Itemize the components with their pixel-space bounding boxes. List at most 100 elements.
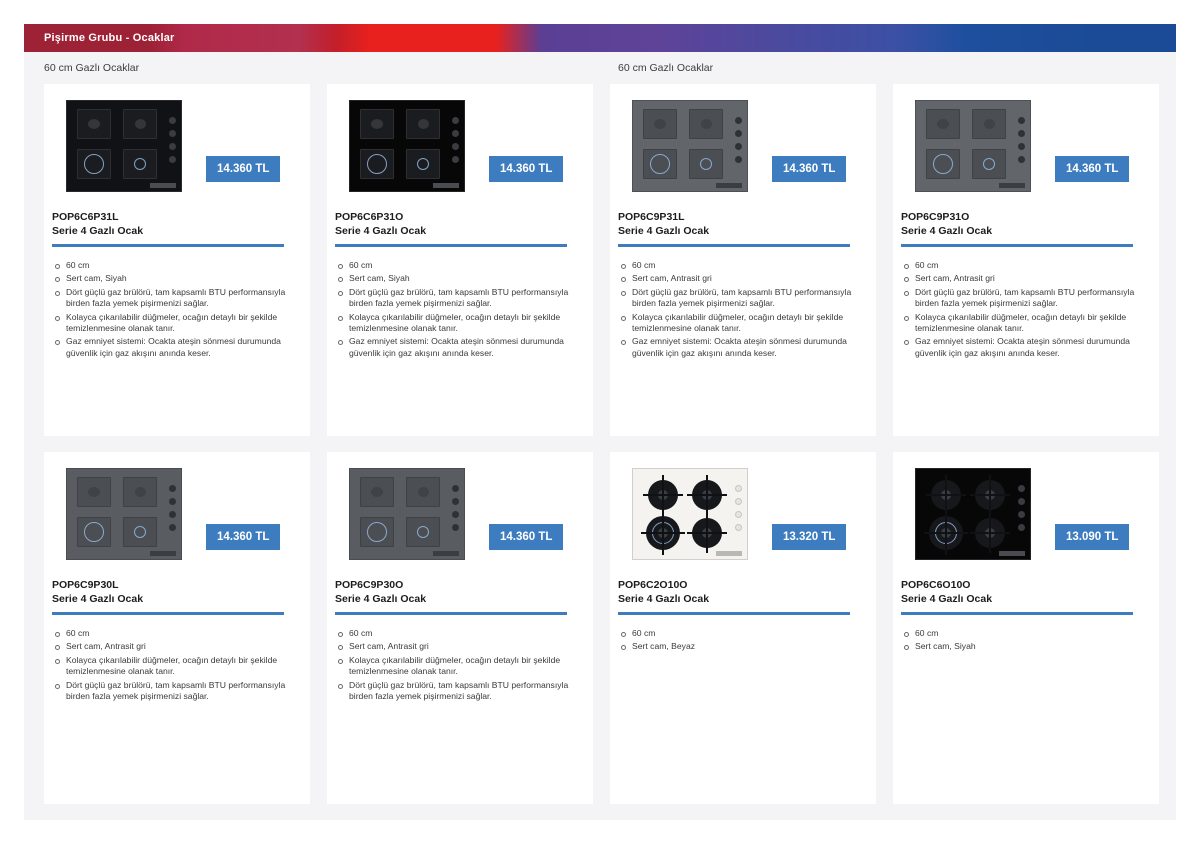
- product-card[interactable]: 14.360 TL POP6C9P31O Serie 4 Gazlı Ocak …: [893, 84, 1159, 436]
- product-series: Serie 4 Gazlı Ocak: [52, 225, 144, 237]
- cooktop-illustration: [66, 100, 182, 192]
- feature-list: 60 cm Sert cam, Antrasit gri Kolayca çıkar…: [335, 628, 583, 704]
- feature-list: 60 cm Sert cam, Antrasit gri Dört güçlü ga…: [901, 260, 1149, 361]
- feature-item: Kolayca çıkarılabilir düğmeler, ocağın d…: [901, 312, 1149, 335]
- burner-cap: [937, 119, 949, 129]
- knob-icon: [169, 156, 176, 163]
- burner-flame-ring: [650, 154, 670, 174]
- product-titles: POP6C9P30O Serie 4 Gazlı Ocak: [335, 578, 585, 606]
- burner-flame-ring: [700, 158, 712, 170]
- feature-item: Dört güçlü gaz brülörü, tam kapsamlı BTU…: [52, 680, 300, 703]
- burner-flame-ring: [134, 526, 146, 538]
- burner-cap: [417, 487, 429, 497]
- product-series: Serie 4 Gazlı Ocak: [335, 225, 427, 237]
- knob-icon: [452, 485, 459, 492]
- burner-flame-ring: [417, 158, 429, 170]
- product-model: POP6C9P31O: [901, 211, 970, 223]
- feature-item: 60 cm: [52, 628, 300, 639]
- brand-logo: [433, 551, 459, 556]
- feature-item: Dört güçlü gaz brülörü, tam kapsamlı BTU…: [335, 680, 583, 703]
- brand-logo: [433, 183, 459, 188]
- section-label-right: 60 cm Gazlı Ocaklar: [618, 62, 714, 74]
- control-knobs: [1018, 117, 1025, 169]
- knob-icon: [452, 156, 459, 163]
- knob-icon: [452, 511, 459, 518]
- knob-icon: [169, 485, 176, 492]
- burner-cap: [371, 119, 383, 129]
- product-card[interactable]: 13.320 TL POP6C2O10O Serie 4 Gazlı Ocak …: [610, 452, 876, 804]
- feature-item: Kolayca çıkarılabilir düğmeler, ocağın d…: [52, 655, 300, 678]
- feature-item: 60 cm: [901, 260, 1149, 271]
- product-image: [632, 468, 748, 560]
- brand-logo: [716, 551, 742, 556]
- control-knobs: [452, 117, 459, 169]
- price-badge: 14.360 TL: [206, 524, 281, 550]
- product-card[interactable]: 14.360 TL POP6C6P31L Serie 4 Gazlı Ocak …: [44, 84, 310, 436]
- page-title: Pişirme Grubu - Ocaklar: [44, 32, 175, 44]
- product-titles: POP6C9P31O Serie 4 Gazlı Ocak: [901, 210, 1151, 238]
- burner-flame-ring: [933, 154, 953, 174]
- burner-flame-ring: [134, 158, 146, 170]
- cooktop-illustration: [915, 468, 1031, 560]
- title-divider: [618, 244, 850, 247]
- title-divider: [335, 612, 567, 615]
- title-divider: [52, 612, 284, 615]
- product-series: Serie 4 Gazlı Ocak: [901, 593, 993, 605]
- control-knobs: [735, 117, 742, 169]
- burner-flame-ring: [367, 522, 387, 542]
- product-card[interactable]: 14.360 TL POP6C6P31O Serie 4 Gazlı Ocak …: [327, 84, 593, 436]
- product-card[interactable]: 14.360 TL POP6C9P30L Serie 4 Gazlı Ocak …: [44, 452, 310, 804]
- product-model: POP6C9P31L: [618, 211, 685, 223]
- product-card[interactable]: 13.090 TL POP6C6O10O Serie 4 Gazlı Ocak …: [893, 452, 1159, 804]
- feature-item: Sert cam, Siyah: [52, 273, 300, 284]
- product-series: Serie 4 Gazlı Ocak: [52, 593, 144, 605]
- product-card[interactable]: 14.360 TL POP6C9P30O Serie 4 Gazlı Ocak …: [327, 452, 593, 804]
- product-grid: 14.360 TL POP6C6P31L Serie 4 Gazlı Ocak …: [44, 84, 1160, 804]
- feature-item: Kolayca çıkarılabilir düğmeler, ocağın d…: [335, 655, 583, 678]
- product-image: [915, 468, 1031, 560]
- content-area: Pişirme Grubu - Ocaklar 60 cm Gazlı Ocak…: [24, 24, 1176, 820]
- knob-icon: [735, 498, 742, 505]
- feature-item: 60 cm: [335, 260, 583, 271]
- product-image: [66, 100, 182, 192]
- price-badge: 14.360 TL: [489, 156, 564, 182]
- knob-icon: [735, 143, 742, 150]
- feature-item: Sert cam, Beyaz: [618, 641, 866, 652]
- knob-icon: [1018, 130, 1025, 137]
- control-knobs: [452, 485, 459, 537]
- knob-icon: [735, 130, 742, 137]
- burner-flame-ring: [84, 154, 104, 174]
- knob-icon: [1018, 511, 1025, 518]
- burner-flame-ring: [84, 522, 104, 542]
- knob-icon: [169, 143, 176, 150]
- knob-icon: [1018, 485, 1025, 492]
- knob-icon: [169, 498, 176, 505]
- title-divider: [901, 612, 1133, 615]
- feature-item: 60 cm: [901, 628, 1149, 639]
- feature-item: Kolayca çıkarılabilir düğmeler, ocağın d…: [52, 312, 300, 335]
- cooktop-illustration: [915, 100, 1031, 192]
- feature-item: Gaz emniyet sistemi: Ocakta ateşin sönme…: [618, 336, 866, 359]
- burner-cap: [983, 119, 995, 129]
- burner-cap: [371, 487, 383, 497]
- product-card[interactable]: 14.360 TL POP6C9P31L Serie 4 Gazlı Ocak …: [610, 84, 876, 436]
- product-image: [632, 100, 748, 192]
- product-titles: POP6C2O10O Serie 4 Gazlı Ocak: [618, 578, 868, 606]
- burner-cap: [700, 119, 712, 129]
- knob-icon: [452, 143, 459, 150]
- control-knobs: [169, 485, 176, 537]
- feature-item: 60 cm: [335, 628, 583, 639]
- title-divider: [335, 244, 567, 247]
- product-series: Serie 4 Gazlı Ocak: [901, 225, 993, 237]
- cooktop-illustration: [66, 468, 182, 560]
- burner-flame-ring: [367, 154, 387, 174]
- product-image: [915, 100, 1031, 192]
- product-model: POP6C9P30O: [335, 579, 404, 591]
- knob-icon: [452, 130, 459, 137]
- feature-list: 60 cm Sert cam, Siyah: [901, 628, 1149, 655]
- header-gradient-bar: Pişirme Grubu - Ocaklar: [24, 24, 1176, 52]
- price-badge: 13.090 TL: [1055, 524, 1130, 550]
- product-series: Serie 4 Gazlı Ocak: [618, 225, 710, 237]
- product-model: POP6C6O10O: [901, 579, 971, 591]
- feature-item: Sert cam, Antrasit gri: [335, 641, 583, 652]
